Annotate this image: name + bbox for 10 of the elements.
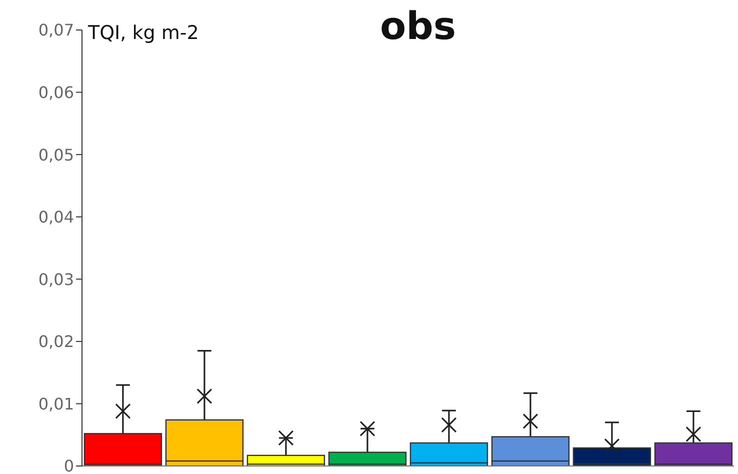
y-tick-label: 0,04 [38,208,74,227]
chart-title: obs [379,4,457,48]
y-axis-title: TQI, kg m-2 [88,22,199,44]
y-tick-label: 0,06 [38,82,74,102]
y-tick-label: 0,05 [38,145,74,164]
y-tick-label: 0,03 [38,270,74,289]
y-tick-label: 0 [64,456,74,474]
y-tick-label: 0,07 [38,20,74,40]
y-tick-label: 0,02 [38,332,74,352]
y-tick-label: 0,01 [38,394,74,414]
